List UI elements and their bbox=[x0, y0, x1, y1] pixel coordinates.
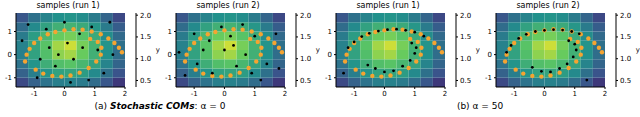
svg-text:0: 0 bbox=[62, 90, 66, 97]
svg-text:2: 2 bbox=[283, 90, 287, 97]
html-text:samples (run 2): samples (run 2) bbox=[196, 1, 260, 10]
svg-text:0.5: 0.5 bbox=[620, 77, 631, 85]
svg-text:0: 0 bbox=[222, 90, 226, 97]
svg-text:0: 0 bbox=[168, 51, 172, 59]
svg-text:-1: -1 bbox=[511, 90, 518, 97]
svg-text:-1: -1 bbox=[191, 90, 198, 97]
svg-text:1: 1 bbox=[168, 28, 172, 36]
svg-text:1.0: 1.0 bbox=[620, 55, 631, 63]
svg-text:0: 0 bbox=[542, 90, 546, 97]
svg-text:0: 0 bbox=[328, 51, 332, 59]
svg-text:1.5: 1.5 bbox=[620, 33, 631, 41]
html-text:samples (run 1): samples (run 1) bbox=[356, 1, 420, 10]
svg-text:1: 1 bbox=[252, 90, 256, 97]
svg-text:y: y bbox=[476, 46, 480, 54]
svg-text:1.5: 1.5 bbox=[140, 33, 151, 41]
svg-text:2: 2 bbox=[603, 90, 607, 97]
svg-text:1.0: 1.0 bbox=[140, 55, 151, 63]
svg-text:2.0: 2.0 bbox=[460, 12, 471, 20]
svg-text:1: 1 bbox=[572, 90, 576, 97]
svg-text:1: 1 bbox=[92, 90, 96, 97]
svg-text:-1: -1 bbox=[31, 90, 38, 97]
svg-text:-1: -1 bbox=[8, 74, 12, 82]
svg-text:y: y bbox=[156, 46, 160, 54]
svg-text:2.0: 2.0 bbox=[300, 12, 311, 20]
svg-text:1.5: 1.5 bbox=[300, 33, 311, 41]
html-text:(a) Stochastic COMs: α = 0: (a) Stochastic COMs: α = 0 bbox=[94, 101, 226, 111]
html-text:samples (run 2): samples (run 2) bbox=[516, 1, 580, 10]
svg-text:y: y bbox=[316, 46, 320, 54]
svg-text:1: 1 bbox=[8, 28, 12, 36]
svg-text:1.0: 1.0 bbox=[300, 55, 311, 63]
svg-text:1.0: 1.0 bbox=[460, 55, 471, 63]
svg-text:1: 1 bbox=[412, 90, 416, 97]
html-text:(b) α = 50: (b) α = 50 bbox=[456, 101, 504, 111]
svg-text:1: 1 bbox=[488, 28, 492, 36]
svg-text:1.5: 1.5 bbox=[460, 33, 471, 41]
svg-text:1: 1 bbox=[328, 28, 332, 36]
svg-text:-1: -1 bbox=[351, 90, 358, 97]
svg-text:2: 2 bbox=[443, 90, 447, 97]
svg-text:2: 2 bbox=[123, 90, 127, 97]
svg-text:-1: -1 bbox=[165, 74, 172, 82]
svg-text:2.0: 2.0 bbox=[140, 12, 151, 20]
svg-text:2.0: 2.0 bbox=[620, 12, 631, 20]
svg-text:-1: -1 bbox=[485, 74, 492, 82]
svg-text:0: 0 bbox=[488, 51, 492, 59]
svg-text:0: 0 bbox=[382, 90, 386, 97]
svg-text:0.5: 0.5 bbox=[300, 77, 311, 85]
svg-text:-1: -1 bbox=[325, 74, 332, 82]
svg-text:0.5: 0.5 bbox=[460, 77, 471, 85]
svg-text:0: 0 bbox=[8, 51, 12, 59]
svg-text:0.5: 0.5 bbox=[140, 77, 151, 85]
html-text:samples (run 1): samples (run 1) bbox=[36, 1, 100, 10]
